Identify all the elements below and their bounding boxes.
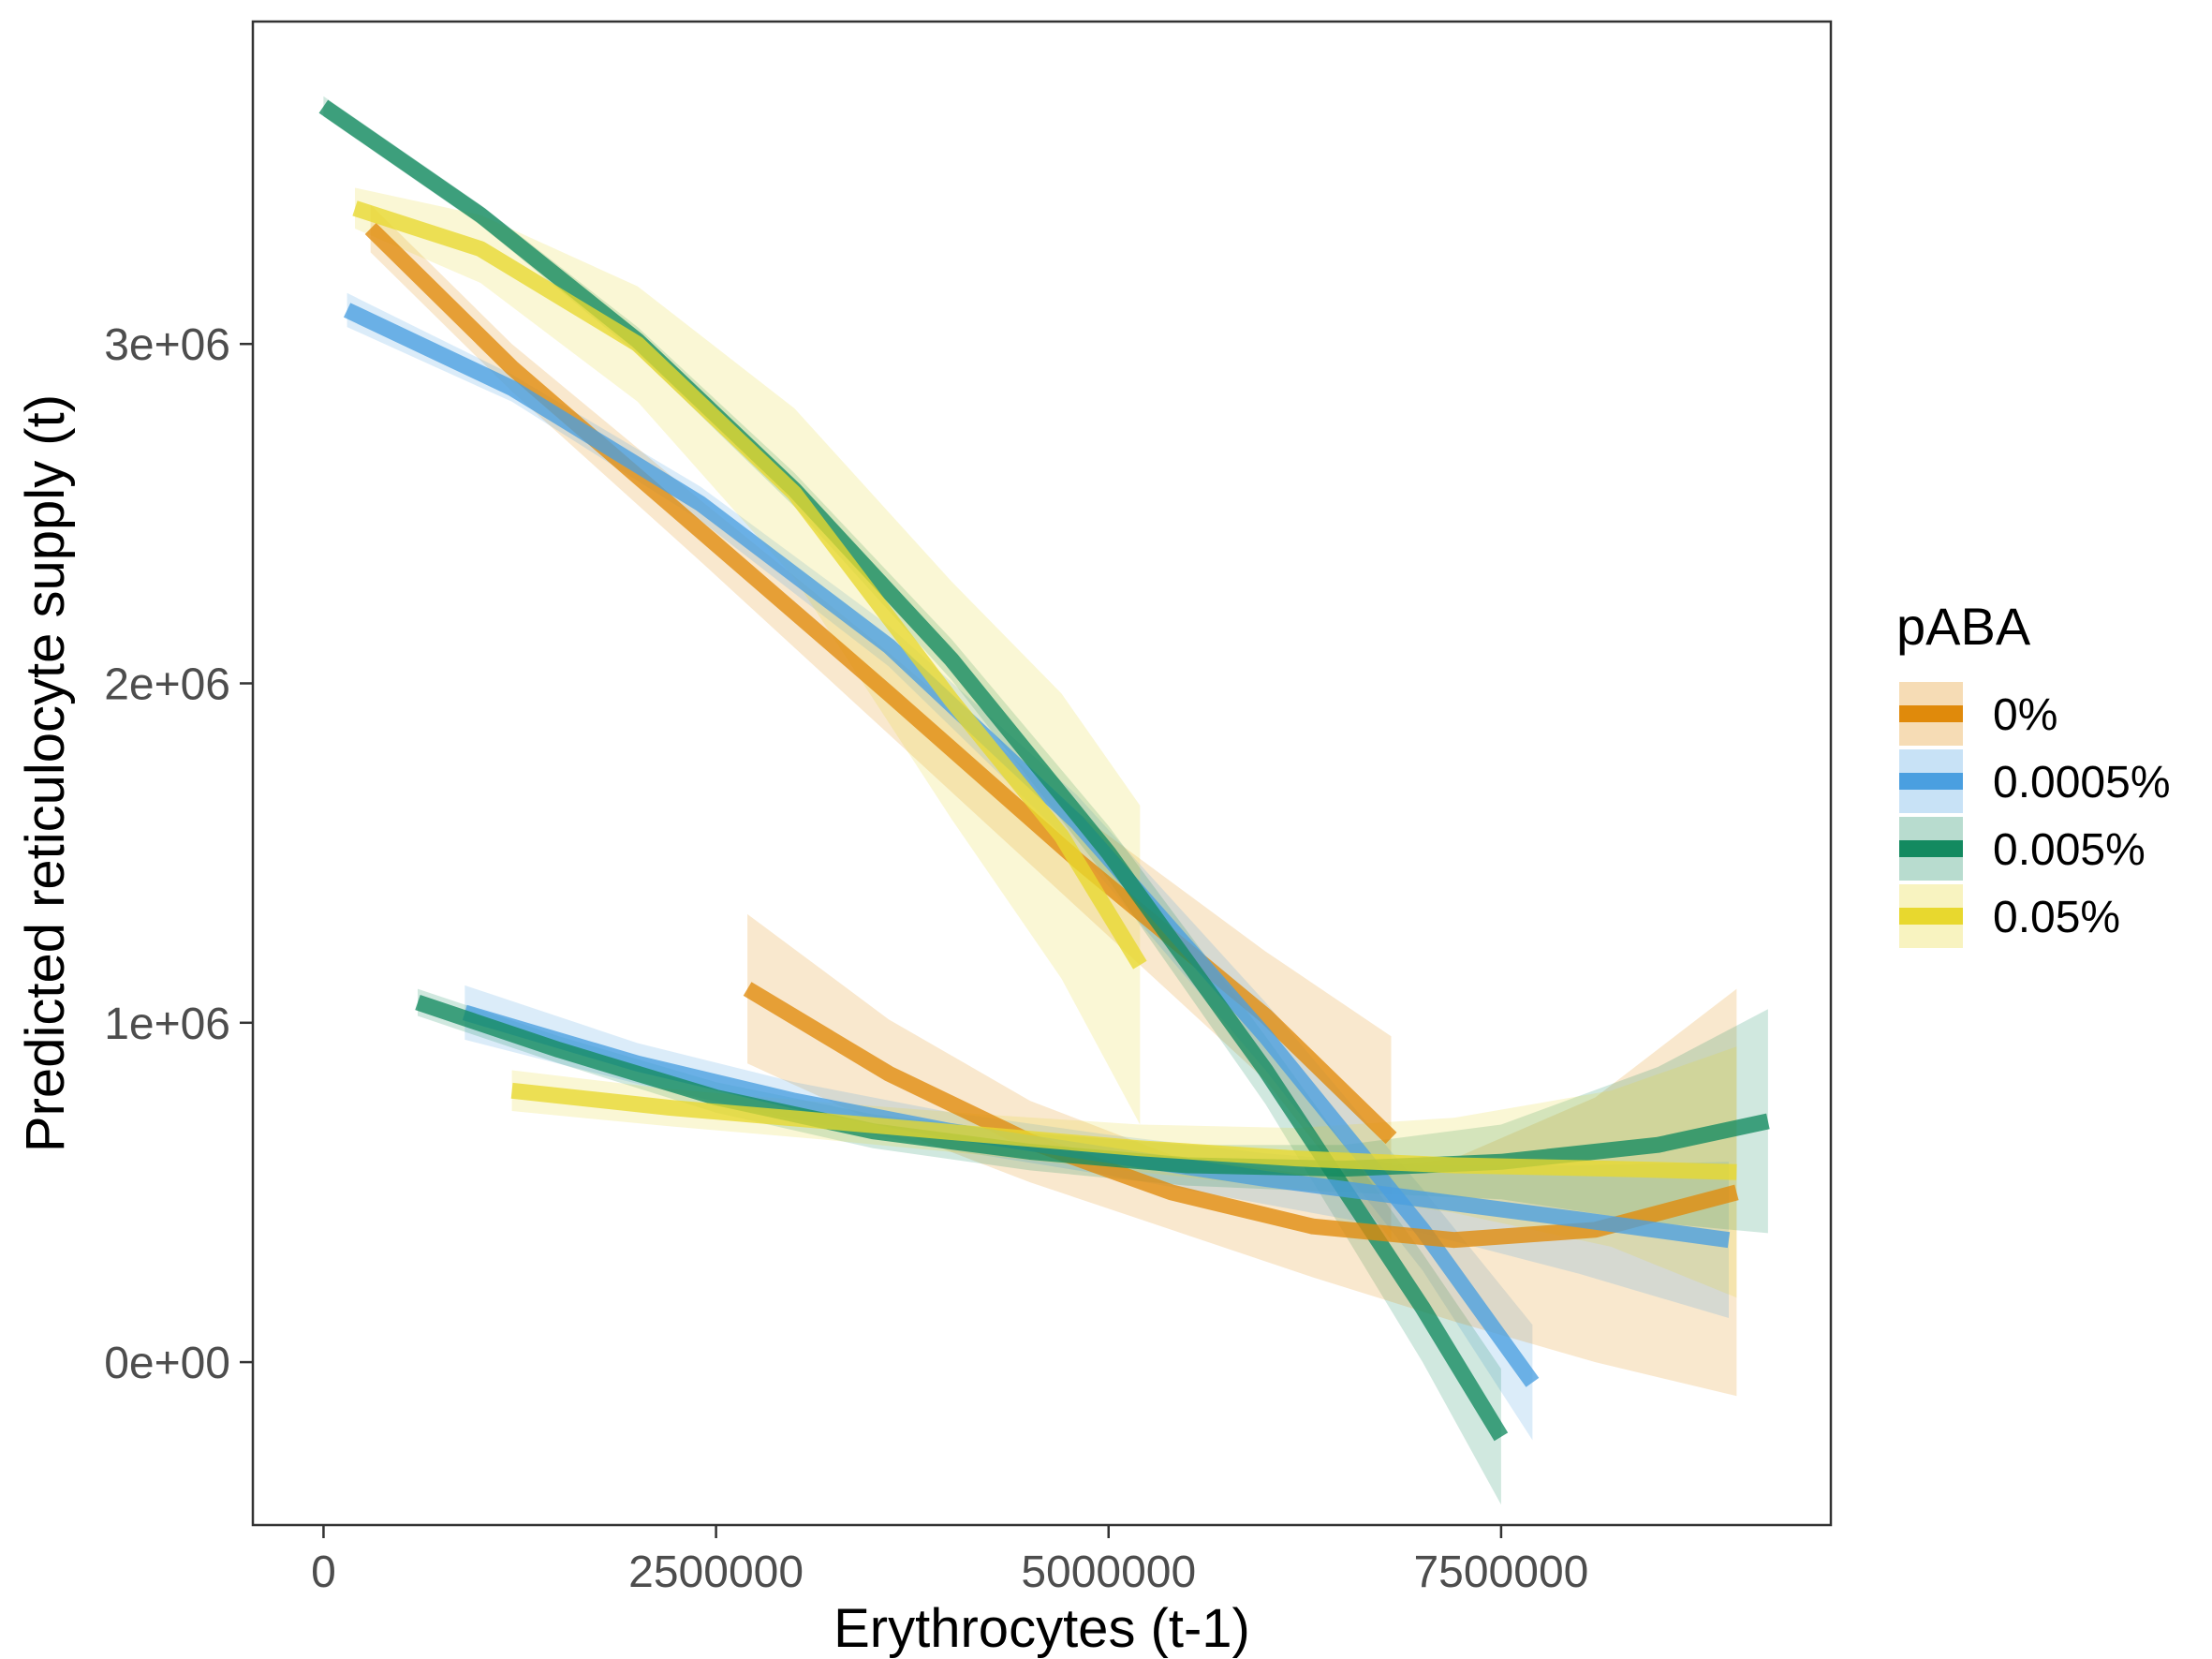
y-tick-label: 2e+06	[104, 659, 230, 709]
y-tick-label: 3e+06	[104, 320, 230, 370]
y-axis: 0e+00 1e+06 2e+06 3e+06	[104, 320, 253, 1388]
legend-label: 0.0005%	[1993, 758, 2171, 807]
fit-line-0-005-lower	[415, 995, 1770, 1178]
x-tick-label: 5000000	[1021, 1548, 1196, 1597]
x-axis: 0 2500000 5000000 7500000	[311, 1525, 1588, 1597]
y-tick-label: 0e+00	[104, 1339, 230, 1388]
plot-panel-border	[251, 20, 1833, 1527]
fit-line-0-05-lower	[510, 1082, 1737, 1180]
y-axis-title: Predicted reticulocyte supply (t)	[15, 394, 76, 1152]
legend-label: 0.005%	[1993, 825, 2146, 875]
legend: pABA 0% 0.0005% 0.005% 0.05%	[1896, 597, 2171, 948]
fit-line-0-05-upper	[352, 200, 1147, 970]
confidence-band-0-lower	[747, 913, 1737, 1397]
legend-label: 0.05%	[1993, 893, 2120, 942]
confidence-band-0-05-upper	[355, 187, 1141, 1125]
fit-line-0-upper	[364, 222, 1397, 1145]
legend-title: pABA	[1896, 597, 2031, 656]
fit-lines	[318, 99, 1770, 1442]
x-tick-label: 7500000	[1413, 1548, 1588, 1597]
x-tick-label: 0	[311, 1548, 336, 1597]
y-tick-label: 1e+06	[104, 1000, 230, 1049]
x-axis-title: Erythrocytes (t-1)	[833, 1598, 1250, 1659]
fit-line-0-lower	[743, 982, 1739, 1249]
legend-label: 0%	[1993, 690, 2057, 740]
x-tick-label: 2500000	[628, 1548, 804, 1597]
